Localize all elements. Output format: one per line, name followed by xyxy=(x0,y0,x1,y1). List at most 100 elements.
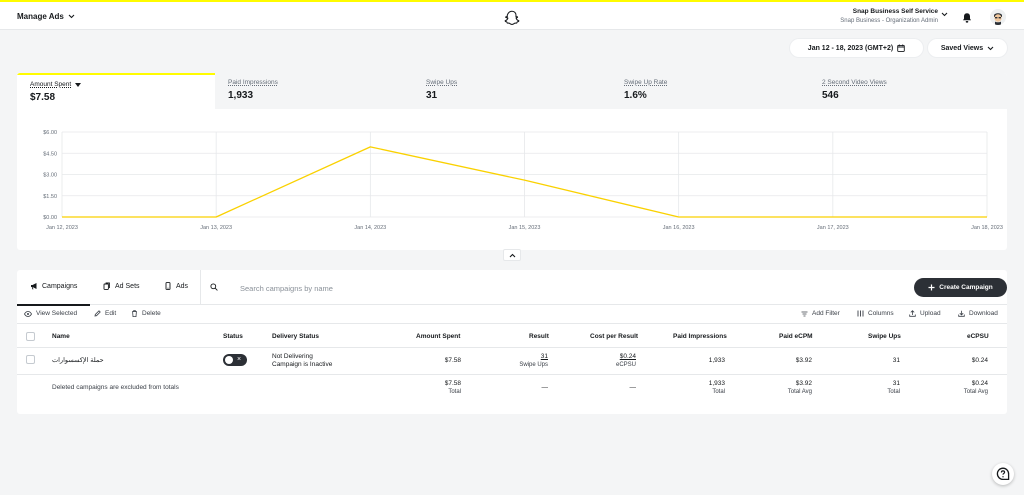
result-unit: Swipe Ups xyxy=(519,362,548,368)
manage-ads-menu[interactable]: Manage Ads xyxy=(17,12,75,21)
column-header-paid-impressions[interactable]: Paid Impressions xyxy=(673,333,727,340)
columns-button[interactable]: Columns xyxy=(857,310,894,317)
table-tabs: Campaigns Ad Sets Ads Create Campaign xyxy=(16,270,1007,306)
action-label: Delete xyxy=(142,310,161,317)
add-filter-button[interactable]: Add Filter xyxy=(801,310,840,317)
y-tick-label: $0.00 xyxy=(43,215,57,221)
column-header-cost-per-result[interactable]: Cost per Result xyxy=(590,333,639,340)
column-header-delivery-status[interactable]: Delivery Status xyxy=(272,333,319,340)
column-header-status[interactable]: Status xyxy=(223,333,243,340)
snapchat-ghost-icon[interactable] xyxy=(503,9,521,27)
column-header-name[interactable]: Name xyxy=(52,333,70,340)
trash-icon xyxy=(132,310,137,317)
column-header-swipe-ups[interactable]: Swipe Ups xyxy=(868,333,901,340)
select-all-checkbox[interactable] xyxy=(26,332,35,341)
collapse-chart-button[interactable] xyxy=(503,249,521,261)
delivery-status-detail: Campaign is Inactive xyxy=(272,361,333,368)
saved-views-label: Saved Views xyxy=(940,44,984,52)
tab-ads[interactable]: Ads xyxy=(164,282,188,290)
upload-button[interactable]: Upload xyxy=(909,310,941,317)
caret-down-icon xyxy=(75,82,82,87)
x-tick-label: Jan 18, 2023 xyxy=(971,225,1003,231)
action-label: Edit xyxy=(105,310,117,317)
calendar-icon xyxy=(897,44,905,52)
metric-value: 31 xyxy=(426,90,438,101)
tab-label: Campaigns xyxy=(42,282,78,290)
bell-icon[interactable] xyxy=(961,12,973,24)
action-label: Upload xyxy=(920,310,941,317)
close-icon: × xyxy=(237,356,242,363)
total-avg-label: Total Avg xyxy=(787,389,812,395)
status-toggle[interactable]: × xyxy=(223,354,247,366)
account-name: Snap Business Self Service xyxy=(852,8,938,15)
account-switcher[interactable]: Snap Business Self Service Snap Business… xyxy=(840,8,938,24)
series-line xyxy=(62,146,987,218)
metric-tabs: Amount Spent $7.58 Paid Impressions 1,93… xyxy=(17,73,1007,109)
pencil-icon xyxy=(94,310,101,317)
metric-label: Paid Impressions xyxy=(228,79,278,86)
swipe-ups-value: 31 xyxy=(892,357,900,364)
row-checkbox[interactable] xyxy=(26,355,35,364)
tab-ad-sets[interactable]: Ad Sets xyxy=(103,282,140,290)
cost-per-result-value[interactable]: $0.24 xyxy=(619,353,636,360)
delete-button[interactable]: Delete xyxy=(131,310,161,317)
column-header-result[interactable]: Result xyxy=(529,333,549,340)
download-button[interactable]: Download xyxy=(958,310,998,317)
table-actions: View Selected Edit Delete Add Filter Col… xyxy=(17,305,1007,324)
date-range-picker[interactable]: Jan 12 - 18, 2023 (GMT+2) xyxy=(790,39,923,57)
total-amount-spent: $7.58 xyxy=(444,380,461,387)
metrics-card: Amount Spent $7.58 Paid Impressions 1,93… xyxy=(17,73,1007,250)
campaign-name[interactable]: حملة الإكسسوارات xyxy=(52,357,104,364)
metric-tab-swipe-ups[interactable]: Swipe Ups 31 xyxy=(413,73,611,109)
filter-icon xyxy=(801,311,808,316)
result-value[interactable]: 31 xyxy=(540,353,548,360)
manage-ads-label: Manage Ads xyxy=(17,12,64,21)
metric-tab-video-views[interactable]: 2 Second Video Views 546 xyxy=(809,73,1007,109)
divider xyxy=(200,270,201,305)
metric-tab-amount-spent[interactable]: Amount Spent $7.58 xyxy=(17,73,215,109)
metric-value: $7.58 xyxy=(30,92,56,103)
search-campaigns-input[interactable] xyxy=(240,281,540,295)
create-campaign-button[interactable]: Create Campaign xyxy=(914,278,1007,297)
search-icon xyxy=(210,283,218,291)
metric-tab-paid-impressions[interactable]: Paid Impressions 1,933 xyxy=(215,73,413,109)
avatar[interactable] xyxy=(990,9,1006,25)
total-label: Total xyxy=(887,389,900,395)
megaphone-icon xyxy=(31,283,37,290)
date-range-label: Jan 12 - 18, 2023 (GMT+2) xyxy=(807,44,894,52)
saved-views-dropdown[interactable]: Saved Views xyxy=(928,39,1007,57)
x-tick-label: Jan 13, 2023 xyxy=(200,225,232,231)
action-label: Download xyxy=(969,310,998,317)
columns-icon xyxy=(857,310,864,317)
help-button[interactable] xyxy=(992,463,1014,485)
create-campaign-label: Create Campaign xyxy=(939,284,993,291)
edit-button[interactable]: Edit xyxy=(94,310,116,317)
account-org: Snap Business - Organization Admin xyxy=(840,18,938,24)
totals-note: Deleted campaigns are excluded from tota… xyxy=(52,384,179,391)
x-tick-label: Jan 14, 2023 xyxy=(354,225,386,231)
phone-icon xyxy=(165,282,171,290)
spend-line-chart: $6.00 $4.50 $3.00 $1.50 $0.00 Jan 12, 2023 Jan… xyxy=(43,130,1003,231)
chevron-down-icon[interactable] xyxy=(941,12,948,17)
metric-value: 546 xyxy=(822,90,839,101)
upload-icon xyxy=(909,310,916,317)
help-icon xyxy=(996,467,1010,481)
total-paid-impressions: 1,933 xyxy=(708,380,725,387)
view-selected-button[interactable]: View Selected xyxy=(24,310,77,317)
tab-campaigns[interactable]: Campaigns xyxy=(16,282,91,306)
campaigns-table-card: Campaigns Ad Sets Ads Create Campaign Vi… xyxy=(16,270,1007,414)
y-tick-label: $6.00 xyxy=(43,130,57,136)
column-header-ecpsu[interactable]: eCPSU xyxy=(967,333,989,340)
paid-ecpm-value: $3.92 xyxy=(795,357,812,364)
action-label: Add Filter xyxy=(812,310,840,317)
total-swipe-ups: 31 xyxy=(892,380,900,387)
metric-tab-swipe-up-rate[interactable]: Swipe Up Rate 1.6% xyxy=(611,73,809,109)
avatar-icon xyxy=(990,9,1006,25)
tab-label: Ads xyxy=(176,282,189,290)
top-bar: Manage Ads Snap Business Self Service Sn… xyxy=(0,0,1024,30)
column-header-amount-spent[interactable]: Amount Spent xyxy=(416,333,461,340)
metric-value: 1.6% xyxy=(624,90,647,101)
chevron-down-icon xyxy=(987,46,994,50)
metric-label: 2 Second Video Views xyxy=(822,79,887,86)
column-header-paid-ecpm[interactable]: Paid eCPM xyxy=(779,333,813,340)
